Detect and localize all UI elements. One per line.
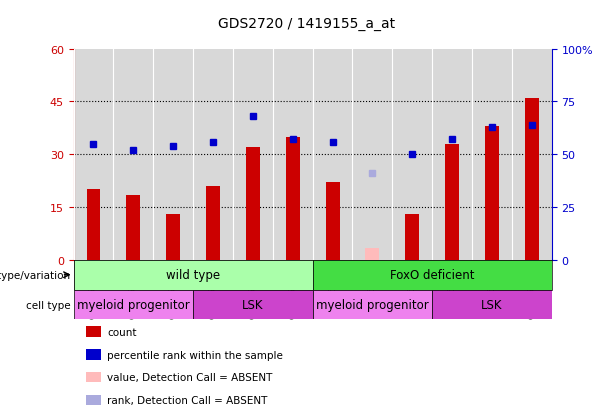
Bar xyxy=(74,290,193,320)
Bar xyxy=(286,137,300,260)
Bar xyxy=(326,183,340,260)
Text: wild type: wild type xyxy=(166,268,220,282)
Bar xyxy=(246,148,260,260)
Text: value, Detection Call = ABSENT: value, Detection Call = ABSENT xyxy=(107,373,273,382)
Bar xyxy=(86,190,101,260)
Text: myeloid progenitor: myeloid progenitor xyxy=(77,298,189,311)
Text: FoxO deficient: FoxO deficient xyxy=(390,268,474,282)
Text: count: count xyxy=(107,327,137,337)
Text: rank, Detection Call = ABSENT: rank, Detection Call = ABSENT xyxy=(107,395,268,405)
Text: LSK: LSK xyxy=(481,298,503,311)
Bar xyxy=(206,187,220,260)
Text: cell type: cell type xyxy=(26,300,70,310)
Bar xyxy=(313,290,432,320)
Text: LSK: LSK xyxy=(242,298,264,311)
Bar xyxy=(525,99,539,260)
Bar xyxy=(445,145,459,260)
Text: GDS2720 / 1419155_a_at: GDS2720 / 1419155_a_at xyxy=(218,17,395,31)
Text: myeloid progenitor: myeloid progenitor xyxy=(316,298,428,311)
Bar xyxy=(313,260,552,290)
Bar xyxy=(74,260,313,290)
Text: genotype/variation: genotype/variation xyxy=(0,270,70,280)
Bar xyxy=(405,215,419,260)
Bar xyxy=(432,290,552,320)
Bar xyxy=(166,215,180,260)
Bar xyxy=(485,127,499,260)
Bar xyxy=(193,290,313,320)
Bar xyxy=(365,248,379,260)
Bar xyxy=(126,195,140,260)
Text: percentile rank within the sample: percentile rank within the sample xyxy=(107,350,283,360)
